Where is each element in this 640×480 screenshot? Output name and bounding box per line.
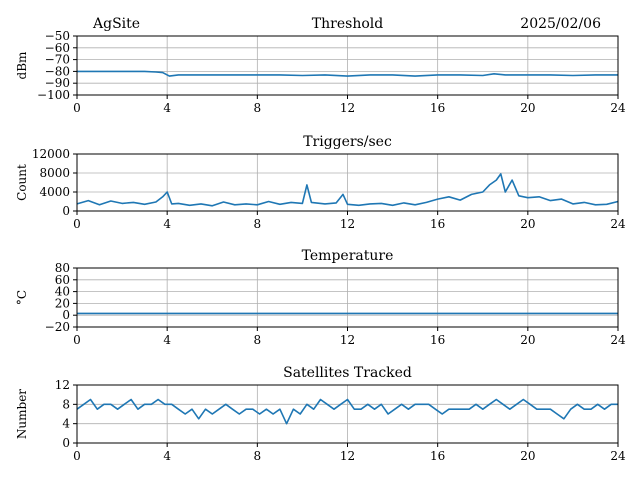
- x-tick-label: 4: [163, 449, 171, 463]
- x-tick-label: 24: [610, 449, 626, 463]
- y-tick-label: −50: [45, 29, 70, 43]
- x-tick-label: 12: [340, 333, 355, 347]
- x-tick-label: 8: [254, 449, 262, 463]
- chart-panel-1: 0 4 8 12 16 20 24 −100−90−80−70−60−50 Threshold d…: [15, 16, 626, 115]
- x-tick-label: 24: [610, 333, 626, 347]
- x-tick-label: 24: [610, 101, 626, 115]
- chart-title: Threshold: [312, 16, 383, 32]
- x-tick-label: 16: [430, 449, 445, 463]
- y-axis-label: Count: [15, 164, 29, 201]
- x-tick-label: 16: [430, 101, 445, 115]
- x-tick-label: 12: [340, 101, 355, 115]
- x-tick-label: 12: [340, 449, 355, 463]
- series-line-1: [76, 173, 619, 207]
- x-tick-label: 16: [430, 333, 445, 347]
- date-label: 2025/02/06: [520, 16, 601, 32]
- y-axis-label: °C: [15, 290, 29, 305]
- y-tick-label: 0: [62, 308, 70, 322]
- y-tick-label: 8: [62, 397, 70, 411]
- y-tick-label: 0: [62, 436, 70, 450]
- x-tick-label: 4: [163, 333, 171, 347]
- y-tick-label: −70: [45, 53, 70, 67]
- y-axis-label: dBm: [15, 51, 29, 80]
- y-tick-label: 60: [55, 273, 70, 287]
- chart-panel-4: 0 4 8 12 16 20 24 0 4 8 12 Satellites Tracked Number: [15, 365, 626, 463]
- x-tick-label: 20: [520, 101, 535, 115]
- x-tick-label: 4: [163, 217, 171, 231]
- y-tick-label: 8000: [39, 166, 70, 180]
- x-tick-label: 0: [73, 101, 81, 115]
- chart-panel-2: 0 4 8 12 16 20 24 0 4000 8000 12000 Triggers/sec Cou…: [15, 134, 626, 231]
- chart-title: Satellites Tracked: [283, 365, 412, 381]
- chart-title: Temperature: [302, 248, 394, 264]
- x-tick-label: 20: [520, 217, 535, 231]
- x-tick-label: 20: [520, 449, 535, 463]
- y-tick-label: 4: [62, 417, 70, 431]
- y-tick-label: 40: [55, 285, 70, 299]
- y-tick-label: −80: [45, 64, 70, 78]
- y-tick-label: 20: [55, 296, 70, 310]
- x-tick-label: 20: [520, 333, 535, 347]
- site-label: AgSite: [92, 16, 140, 32]
- y-tick-label: −100: [37, 88, 70, 102]
- x-tick-label: 0: [73, 333, 81, 347]
- y-axis-label: Number: [15, 389, 29, 439]
- chart-panels: 0 4 8 12 16 20 24 −100−90−80−70−60−50 Threshold d…: [15, 16, 626, 463]
- x-tick-label: 16: [430, 217, 445, 231]
- x-tick-label: 8: [254, 333, 262, 347]
- x-tick-label: 8: [254, 217, 262, 231]
- y-tick-label: −60: [45, 41, 70, 55]
- x-tick-label: 0: [73, 217, 81, 231]
- y-tick-label: −90: [45, 76, 70, 90]
- y-tick-label: 80: [55, 261, 70, 275]
- series-line-1: [77, 70, 618, 77]
- x-tick-label: 0: [73, 449, 81, 463]
- x-tick-label: 24: [610, 217, 626, 231]
- y-tick-label: 12000: [32, 147, 70, 161]
- chart-title: Triggers/sec: [303, 134, 392, 150]
- x-tick-label: 12: [340, 217, 355, 231]
- y-tick-label: 0: [62, 204, 70, 218]
- y-tick-label: −20: [45, 320, 70, 334]
- y-tick-label: 12: [55, 378, 70, 392]
- series-line-1: [76, 398, 618, 425]
- y-tick-label: 4000: [39, 185, 70, 199]
- x-tick-label: 8: [254, 101, 262, 115]
- x-tick-label: 4: [163, 101, 171, 115]
